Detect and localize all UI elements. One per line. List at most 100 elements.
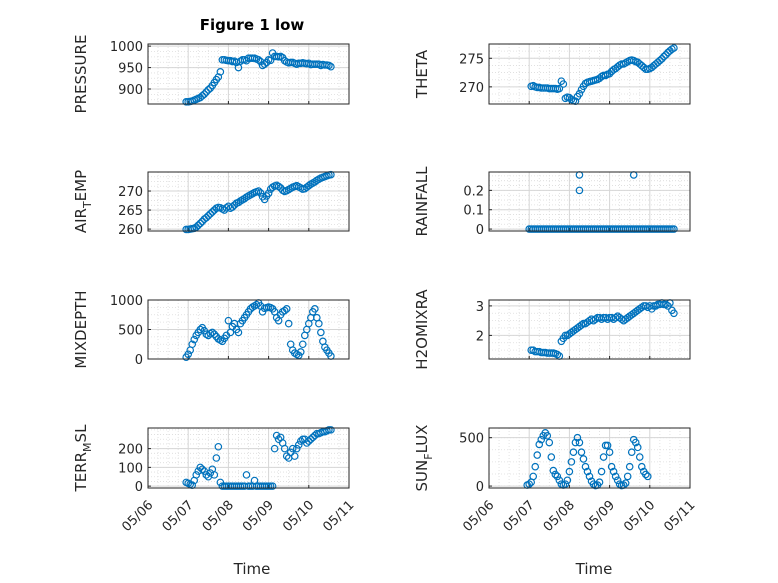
data-point [204, 211, 213, 220]
subplot-rainfall: 0 0.1 0.2 RAINFALL [413, 166, 691, 238]
axes-frame [147, 427, 350, 489]
data-point [327, 62, 335, 71]
y-axis-label-tail: SL [72, 424, 90, 443]
data-point [327, 170, 335, 179]
data-point [327, 426, 335, 434]
data-point [575, 438, 584, 447]
data-point [581, 462, 590, 471]
data-point [224, 316, 233, 325]
y-tick-label: 0 [476, 223, 484, 238]
x-tick-label: 05/06 [119, 498, 156, 535]
data-point [643, 472, 652, 481]
data-point [210, 471, 219, 479]
y-tick-label: 1000 [110, 40, 143, 55]
subplot-terr_msl: 0 100 200 TERRMSL 05/06 05/07 05/08 05/09 05/10 0… [72, 424, 357, 535]
data-point [296, 348, 305, 356]
data-point [252, 300, 261, 309]
data-point [214, 442, 223, 451]
data-point [569, 448, 578, 456]
data-point [204, 86, 213, 94]
data-point [611, 472, 620, 481]
data-point [652, 302, 660, 310]
data-point [268, 482, 277, 490]
data-point [274, 435, 283, 444]
x-tick-label: 05/06 [460, 498, 497, 535]
data-point [256, 189, 265, 197]
x-axis-label-left: Time [233, 560, 271, 578]
data-point [605, 69, 614, 78]
data-point [537, 435, 546, 444]
axes-frame [488, 43, 691, 105]
data-point [317, 328, 325, 337]
y-tick-label: 950 [118, 62, 143, 77]
series-h2omixra [527, 299, 678, 360]
data-point [206, 210, 215, 218]
y-axis-label: THETA [413, 49, 431, 99]
data-point [307, 435, 315, 444]
data-point [549, 466, 558, 475]
subplot-h2omixra: 2 3 H2OMIXRA [413, 289, 691, 370]
series-sun_flux [523, 429, 652, 490]
data-point [216, 478, 225, 487]
y-tick-label: 0 [135, 480, 143, 495]
data-point [309, 433, 317, 442]
data-point [561, 480, 570, 488]
data-point [315, 319, 323, 328]
data-point [662, 51, 670, 59]
y-tick-label: 270 [459, 81, 484, 96]
y-axis-label: H2OMIXRA [413, 289, 431, 370]
y-tick-label: 275 [459, 52, 484, 67]
data-point [272, 431, 281, 440]
data-point [575, 89, 584, 98]
data-point [286, 448, 295, 457]
data-point [254, 56, 263, 64]
y-axis-label-main: AIR [72, 208, 90, 233]
data-point [597, 467, 606, 476]
data-point [573, 433, 582, 442]
data-point [208, 208, 217, 216]
y-tick-label: 0 [135, 353, 143, 368]
data-point [525, 480, 534, 488]
data-point [531, 462, 540, 471]
data-point [311, 305, 319, 313]
data-point [575, 186, 584, 195]
data-point [294, 441, 303, 449]
x-tick-label: 05/10 [621, 498, 658, 535]
data-point [535, 440, 544, 449]
data-point [660, 52, 668, 61]
data-point [631, 438, 640, 447]
data-point [613, 476, 622, 485]
axes-frame [147, 43, 350, 105]
series-theta [527, 44, 678, 105]
y-axis-label: MIXDEPTH [72, 290, 90, 368]
y-tick-label: 900 [118, 83, 143, 98]
data-point [641, 302, 650, 310]
data-point [282, 305, 291, 313]
y-tick-label: 270 [118, 185, 143, 200]
data-point [280, 306, 289, 315]
data-point [270, 444, 279, 453]
y-tick-label: 0.1 [463, 204, 484, 219]
data-point [623, 472, 632, 481]
x-tick-label: 05/07 [501, 498, 538, 535]
data-point [585, 472, 594, 481]
y-tick-label: 0 [476, 480, 484, 495]
x-tick-label: 05/09 [581, 498, 618, 535]
data-point [196, 463, 205, 472]
data-point [274, 182, 283, 191]
data-point [621, 479, 630, 487]
y-tick-label: 0.2 [463, 184, 484, 199]
y-tick-label: 2 [476, 329, 484, 344]
data-point [194, 221, 203, 230]
data-point [260, 60, 269, 68]
data-point [605, 448, 614, 456]
y-tick-label: 265 [118, 204, 143, 219]
data-point [266, 56, 275, 65]
x-tick-label: 05/11 [320, 498, 357, 535]
data-point [196, 325, 205, 334]
axes-frame [488, 299, 691, 360]
data-point [563, 476, 572, 485]
data-point [198, 217, 207, 226]
data-point [212, 454, 221, 462]
